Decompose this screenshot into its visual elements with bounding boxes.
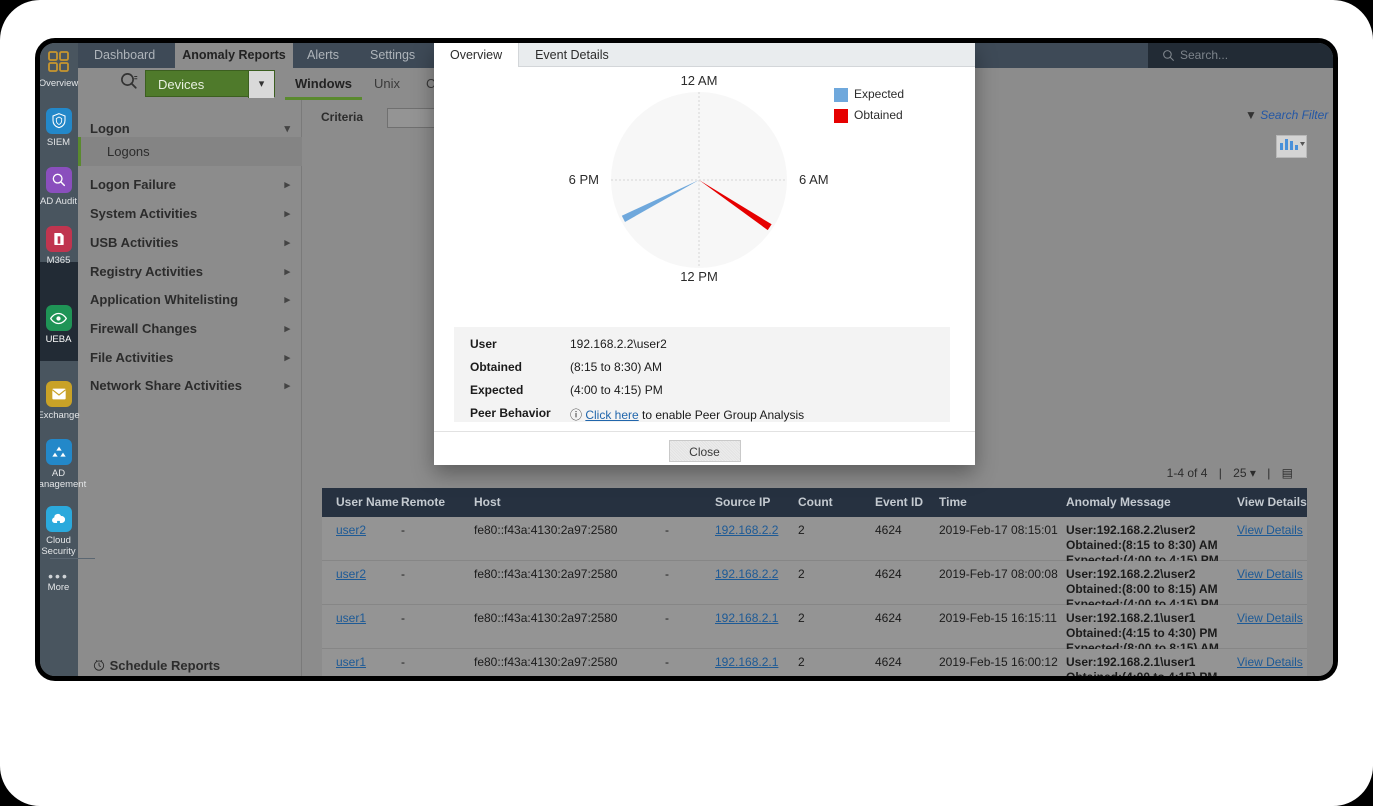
svg-text:12 PM: 12 PM bbox=[680, 269, 718, 284]
svg-text:6 AM: 6 AM bbox=[799, 172, 829, 187]
svg-text:12 AM: 12 AM bbox=[681, 73, 718, 88]
svg-text:6 PM: 6 PM bbox=[569, 172, 599, 187]
